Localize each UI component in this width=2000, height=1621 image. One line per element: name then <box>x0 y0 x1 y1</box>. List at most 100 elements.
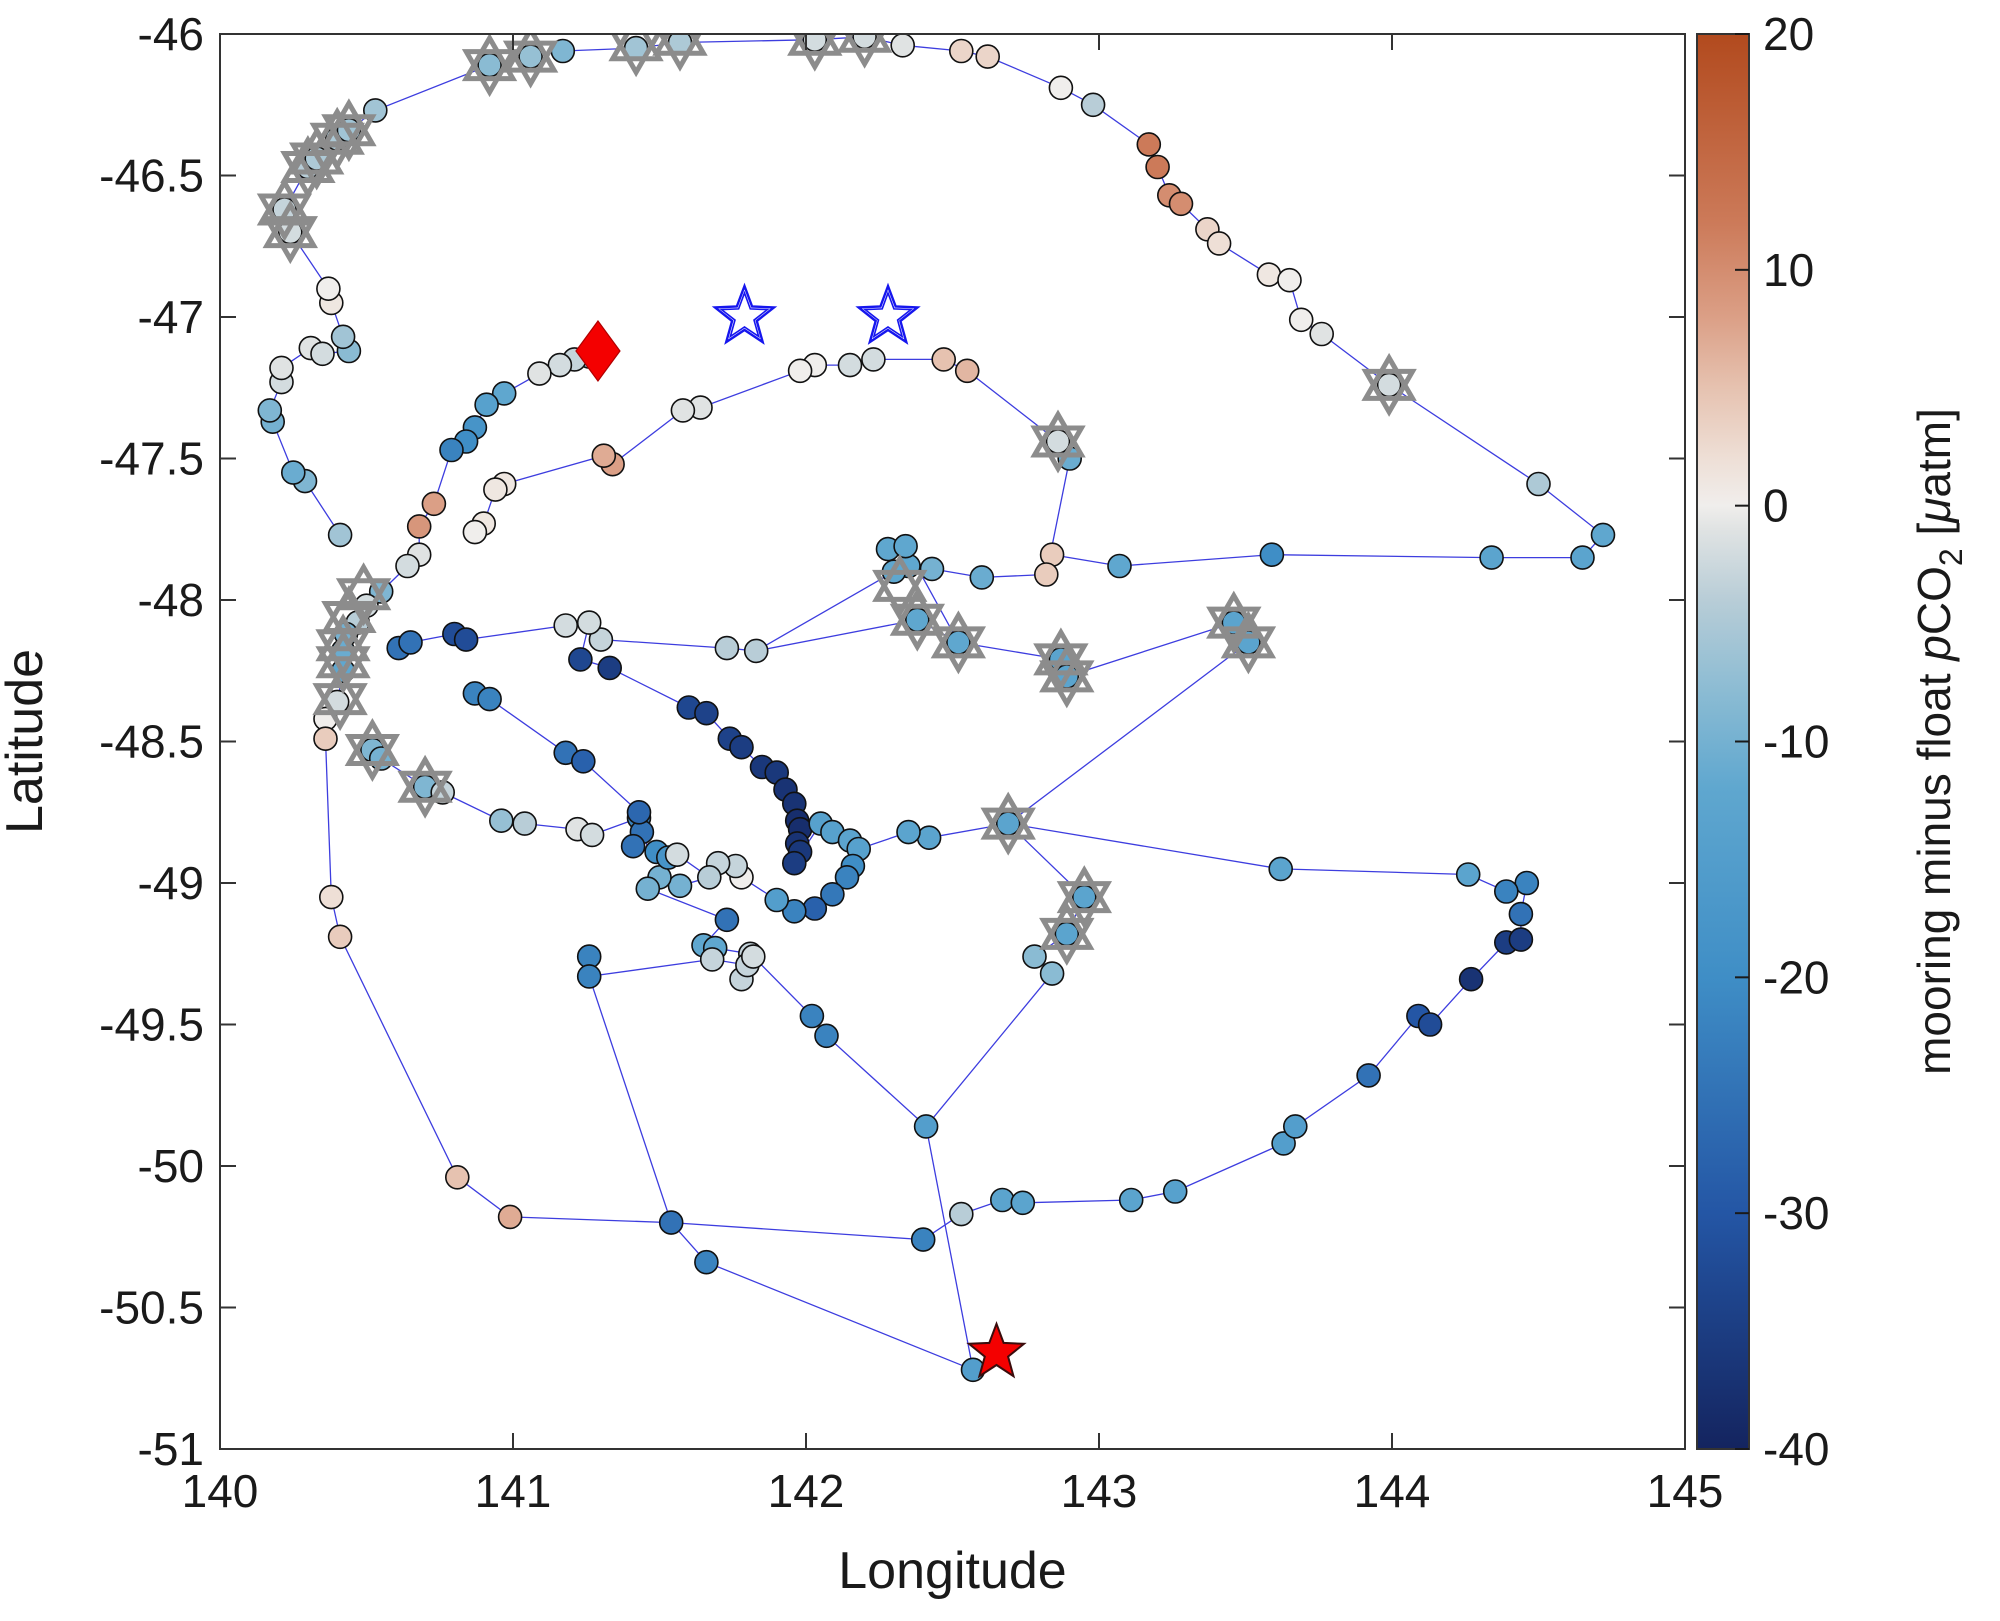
data-point <box>1455 862 1481 887</box>
y-tick-label: -48 <box>138 574 204 626</box>
data-point <box>327 924 353 950</box>
data-point <box>714 907 740 933</box>
data-point <box>699 947 725 972</box>
hexagram-marker <box>1033 627 1089 692</box>
colorbar-tick-label: 0 <box>1763 480 1789 532</box>
colorbar-tick-label: -40 <box>1763 1423 1829 1475</box>
hexagram-triangle-up <box>930 610 987 659</box>
hexagram-triangle-down <box>312 683 368 732</box>
data-point <box>893 533 918 559</box>
data-point <box>1268 856 1293 882</box>
blue-star-marker <box>711 282 778 345</box>
data-point <box>570 748 596 774</box>
data-point <box>576 610 602 635</box>
data-point <box>1283 1114 1308 1139</box>
data-point <box>1080 92 1106 118</box>
data-point <box>1514 870 1540 896</box>
hexagram-triangle-up <box>256 177 313 226</box>
data-point <box>664 842 690 868</box>
hexagram-triangle-up <box>787 34 843 56</box>
data-point <box>1590 522 1616 548</box>
hexagram-triangle-up <box>1039 901 1095 950</box>
x-axis: 140 141 142 143 144 145 <box>182 34 1724 1517</box>
hexagram-triangle-down <box>1220 626 1277 675</box>
hexagram-triangle-down <box>1361 368 1417 417</box>
data-point <box>1526 471 1551 497</box>
data-point <box>667 873 693 899</box>
data-point <box>497 1204 523 1230</box>
hexagram-triangle-down <box>321 114 377 163</box>
hexagram-triangle-up <box>502 34 559 73</box>
hexagram-triangle-down <box>844 34 885 69</box>
hexagram-marker <box>461 34 518 98</box>
hexagram-triangle-up <box>652 34 708 56</box>
data-point <box>512 811 538 836</box>
hexagram-triangle-up <box>889 587 946 636</box>
hexagram-triangle-up <box>980 791 1036 840</box>
data-point <box>1022 944 1047 969</box>
colorbar-tick-label: -30 <box>1763 1187 1829 1239</box>
hexagram-triangle-down <box>502 40 559 89</box>
y-tick-label: -47.5 <box>99 433 204 485</box>
data-point <box>910 1227 936 1252</box>
data-point <box>597 655 623 681</box>
hexagram-triangle-up <box>321 98 377 147</box>
hexagram-marker <box>980 791 1036 856</box>
data-point <box>1309 321 1334 347</box>
data-point <box>658 1210 684 1235</box>
hexagram-marker <box>1039 644 1095 709</box>
y-tick-label: -47 <box>138 291 204 343</box>
hexagram-marker <box>930 610 987 675</box>
data-point <box>1494 879 1519 904</box>
data-point <box>477 686 502 712</box>
data-point <box>1010 1190 1036 1216</box>
data-point <box>527 361 552 386</box>
data-point <box>743 638 769 664</box>
data-point <box>916 825 942 851</box>
data-point <box>714 635 740 661</box>
hexagram-triangle-down <box>1030 425 1086 474</box>
colorbar-tick-label: 10 <box>1763 244 1814 296</box>
blue-star-markers <box>711 282 921 345</box>
hexagram-marker <box>1220 610 1277 675</box>
hexagram-triangle-down <box>1056 881 1113 930</box>
hexagram-triangle-up <box>608 34 664 62</box>
hexagram-triangle-down <box>793 34 837 72</box>
data-point <box>975 44 1001 69</box>
hexagram-triangle-up <box>315 613 371 662</box>
colorbar-tick-label: 20 <box>1763 8 1814 60</box>
colorbar-tick-label: -10 <box>1763 716 1829 768</box>
data-point <box>462 519 488 545</box>
data-point <box>1107 553 1132 579</box>
hexagram-triangle-up <box>1033 627 1089 676</box>
data-point <box>588 627 614 652</box>
data-point <box>837 352 863 378</box>
data-point <box>1277 267 1302 293</box>
hexagram-triangle-down <box>344 734 401 783</box>
data-point <box>553 613 579 638</box>
hexagram-triangle-down <box>980 807 1036 856</box>
red-diamond-marker <box>575 319 621 382</box>
data-point <box>444 1165 470 1190</box>
hexagram-marker <box>889 587 946 652</box>
data-point <box>1508 901 1534 927</box>
data-point <box>316 276 341 302</box>
data-point <box>861 347 886 372</box>
hexagram-triangle-down <box>461 49 518 98</box>
data-point <box>579 822 605 848</box>
hexagram-triangle-up <box>309 106 365 155</box>
x-tick-label: 142 <box>768 1465 845 1517</box>
data-point <box>740 944 766 969</box>
data-point <box>799 1003 825 1029</box>
y-axis-label: Latitude <box>0 649 54 834</box>
data-point <box>1045 429 1071 454</box>
data-point <box>591 443 617 469</box>
data-point <box>1479 545 1504 570</box>
hexagram-triangle-down <box>256 193 313 242</box>
data-point <box>491 381 517 406</box>
data-point <box>620 833 646 859</box>
x-tick-label: 145 <box>1647 1465 1724 1517</box>
hexagram-triangle-up <box>1056 865 1113 914</box>
data-point <box>1118 1187 1144 1213</box>
